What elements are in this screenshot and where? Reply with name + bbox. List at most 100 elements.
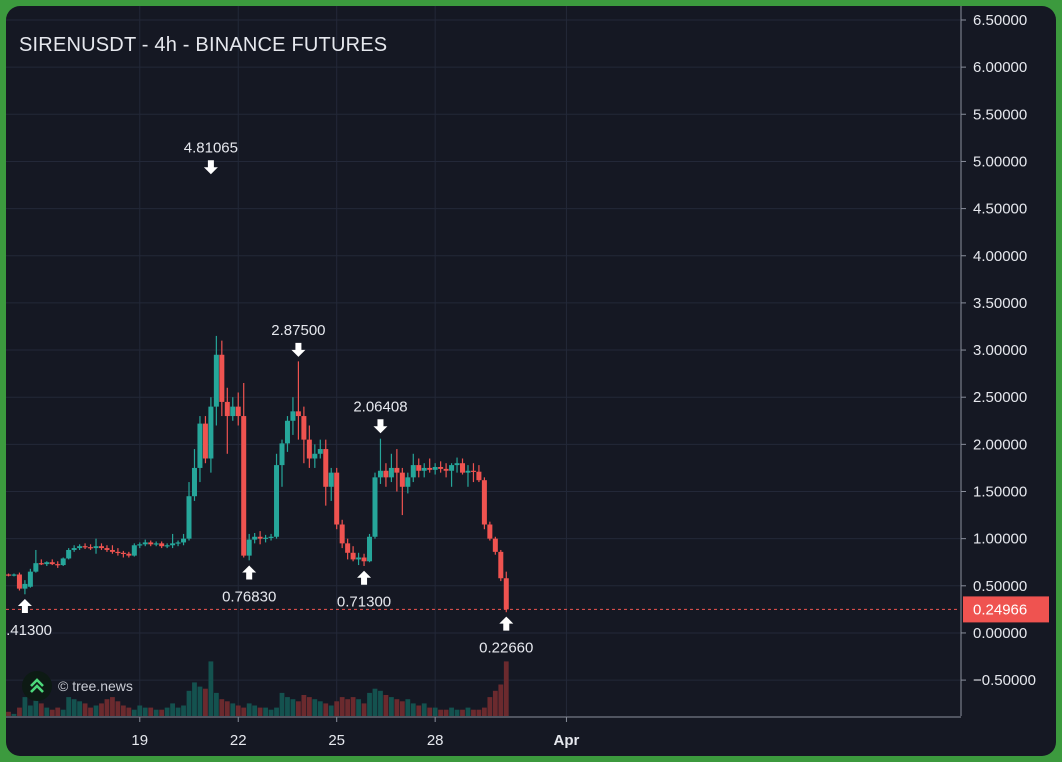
candle <box>164 543 170 549</box>
candle-body <box>454 463 460 466</box>
candle-body <box>438 466 444 469</box>
y-tick-label: 5.50000 <box>973 106 1027 123</box>
y-tick-label: 3.00000 <box>973 342 1027 359</box>
candle <box>372 472 378 539</box>
annotation-label: 0.41300 <box>6 622 52 639</box>
candle-body <box>399 472 405 487</box>
candle-body <box>257 536 263 539</box>
candle-body <box>11 574 17 576</box>
candle <box>268 533 274 541</box>
candle <box>405 472 411 494</box>
candle <box>148 540 154 547</box>
candle <box>208 397 214 473</box>
candle <box>367 533 373 563</box>
volume-bar <box>77 701 83 716</box>
candle <box>38 559 44 566</box>
candle <box>274 453 280 539</box>
volume-bar <box>460 709 465 716</box>
candle <box>377 438 383 484</box>
y-tick-label: 6.50000 <box>973 12 1027 29</box>
candle <box>317 439 323 459</box>
candle <box>6 573 11 577</box>
candle-body <box>268 536 274 538</box>
candle <box>306 425 312 468</box>
candle-body <box>175 542 181 544</box>
chart-frame: 0.41300 4.81065 0.76830 2.87500 0.71300 2.064… <box>6 6 1056 756</box>
volume-bar <box>257 707 263 716</box>
candle-body <box>388 467 394 478</box>
volume-bar <box>137 705 143 716</box>
candle-body <box>191 467 197 497</box>
volume-bar <box>38 703 44 716</box>
candle <box>323 439 329 506</box>
volume-bar <box>432 707 438 716</box>
candle-body <box>263 537 269 539</box>
candle-body <box>181 538 187 543</box>
candle <box>197 416 203 483</box>
candle-body <box>503 578 509 610</box>
candle <box>263 534 269 543</box>
candle-body <box>328 472 334 487</box>
candle-body <box>197 423 203 468</box>
candle-body <box>241 416 247 556</box>
volume-bar <box>252 705 258 716</box>
volume-bar <box>224 701 230 716</box>
candle <box>279 439 285 487</box>
volume-bar <box>361 703 367 716</box>
candle-body <box>279 443 285 466</box>
candle <box>175 540 181 547</box>
candle-body <box>148 542 154 545</box>
candle <box>394 449 400 492</box>
volume-bar <box>268 709 274 716</box>
candle <box>115 548 121 556</box>
candle-body <box>498 551 504 579</box>
candle <box>235 392 241 426</box>
candle <box>93 538 99 554</box>
volume-bar <box>389 697 394 716</box>
volume-bar <box>33 699 39 716</box>
volume-bar <box>6 711 11 716</box>
candle-body <box>159 543 165 547</box>
candle <box>181 533 187 546</box>
candle <box>241 383 247 558</box>
x-tick-label: 19 <box>131 732 148 749</box>
volume-bar <box>49 709 55 716</box>
volume-bar <box>208 661 214 716</box>
candle-body <box>71 548 77 550</box>
volume-bar <box>197 686 203 716</box>
candle-body <box>361 557 367 562</box>
volume-bar <box>181 705 186 716</box>
annotation-label: 2.87500 <box>271 322 325 339</box>
candle-body <box>443 468 449 471</box>
x-tick-label: 25 <box>328 732 345 749</box>
candle-body <box>492 538 498 552</box>
volume-bar <box>367 692 372 716</box>
volume-bar <box>339 697 345 716</box>
candle <box>11 573 17 577</box>
candle-body <box>345 543 351 553</box>
volume-bar <box>170 703 175 716</box>
candle-body <box>38 563 44 565</box>
candle <box>465 465 471 487</box>
volume-bar <box>328 705 334 716</box>
volume-bar <box>241 707 247 716</box>
volume-bar <box>120 705 126 716</box>
arrow-down-icon <box>291 342 306 357</box>
candle-body <box>16 574 22 589</box>
price-chart[interactable]: 0.41300 4.81065 0.76830 2.87500 0.71300 2.064… <box>6 6 1056 756</box>
candle-body <box>323 449 329 487</box>
candle-body <box>449 465 455 471</box>
watermark-text: © tree.news <box>58 678 133 694</box>
candle-body <box>230 406 236 417</box>
candle-body <box>334 472 340 525</box>
candle <box>470 463 476 483</box>
arrow-up-icon <box>17 599 32 614</box>
x-tick-label: 28 <box>427 732 444 749</box>
price-annotation: 4.81065 <box>184 139 238 175</box>
candle-body <box>49 562 55 565</box>
y-tick-label: 3.50000 <box>973 295 1027 312</box>
volume-bar <box>164 707 170 716</box>
candle-body <box>383 470 389 478</box>
annotation-label: 4.81065 <box>184 139 238 156</box>
candle <box>186 482 192 541</box>
